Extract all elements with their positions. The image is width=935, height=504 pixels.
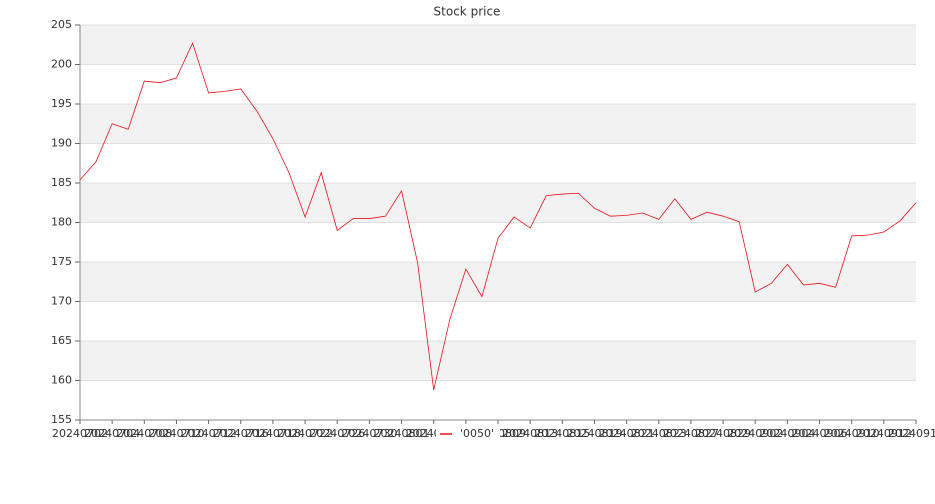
- x-tick-label: 20240702: [52, 427, 108, 440]
- grid-band: [80, 183, 916, 223]
- x-tick-label: 20240718: [245, 427, 301, 440]
- x-tick-label: 20240902: [727, 427, 783, 440]
- y-tick-label: 190: [51, 137, 72, 150]
- x-tick-label: 20240730: [341, 427, 397, 440]
- x-tick-label: 20240916: [888, 427, 935, 440]
- grid-band: [80, 104, 916, 144]
- y-tick-label: 200: [51, 58, 72, 71]
- y-tick-label: 175: [51, 255, 72, 268]
- x-tick-label: 20240704: [84, 427, 140, 440]
- x-tick-label: 20240912: [856, 427, 912, 440]
- chart-title: Stock price: [434, 5, 501, 19]
- x-tick-label: 20240801: [374, 427, 430, 440]
- y-tick-label: 165: [51, 334, 72, 347]
- legend: '0050': [436, 425, 500, 443]
- y-tick-label: 180: [51, 216, 72, 229]
- legend-label: '0050': [460, 427, 494, 440]
- x-tick-label: 20240827: [663, 427, 719, 440]
- line: [79, 42, 917, 391]
- x-tick-label: 20240708: [116, 427, 172, 440]
- x-tick-label: 20240904: [759, 427, 815, 440]
- y-tick-label: 195: [51, 97, 72, 110]
- x-tick-label: 20240823: [631, 427, 687, 440]
- x-tick-label: 20240813: [502, 427, 558, 440]
- x-tick-label: 20240821: [599, 427, 655, 440]
- x-tick-label: 20240726: [309, 427, 365, 440]
- y-tick-label: 155: [51, 413, 72, 426]
- grid-band: [80, 25, 916, 65]
- grid-band: [80, 341, 916, 381]
- x-tick-label: 20240712: [181, 427, 237, 440]
- x-tick-label: 20240910: [824, 427, 880, 440]
- x-tick-label: 20240710: [148, 427, 204, 440]
- y-tick-label: 205: [51, 18, 72, 31]
- y-tick-label: 160: [51, 374, 72, 387]
- x-tick-label: 20240716: [213, 427, 269, 440]
- x-tick-label: 20240906: [792, 427, 848, 440]
- legend-box: [436, 425, 500, 443]
- x-tick-label: 20240722: [277, 427, 333, 440]
- x-tick-label: 20240819: [566, 427, 622, 440]
- y-tick-label: 170: [51, 295, 72, 308]
- x-tick-label: 20240815: [534, 427, 590, 440]
- grid-band: [80, 262, 916, 302]
- y-tick-label: 185: [51, 176, 72, 189]
- x-tick-label: 20240829: [695, 427, 751, 440]
